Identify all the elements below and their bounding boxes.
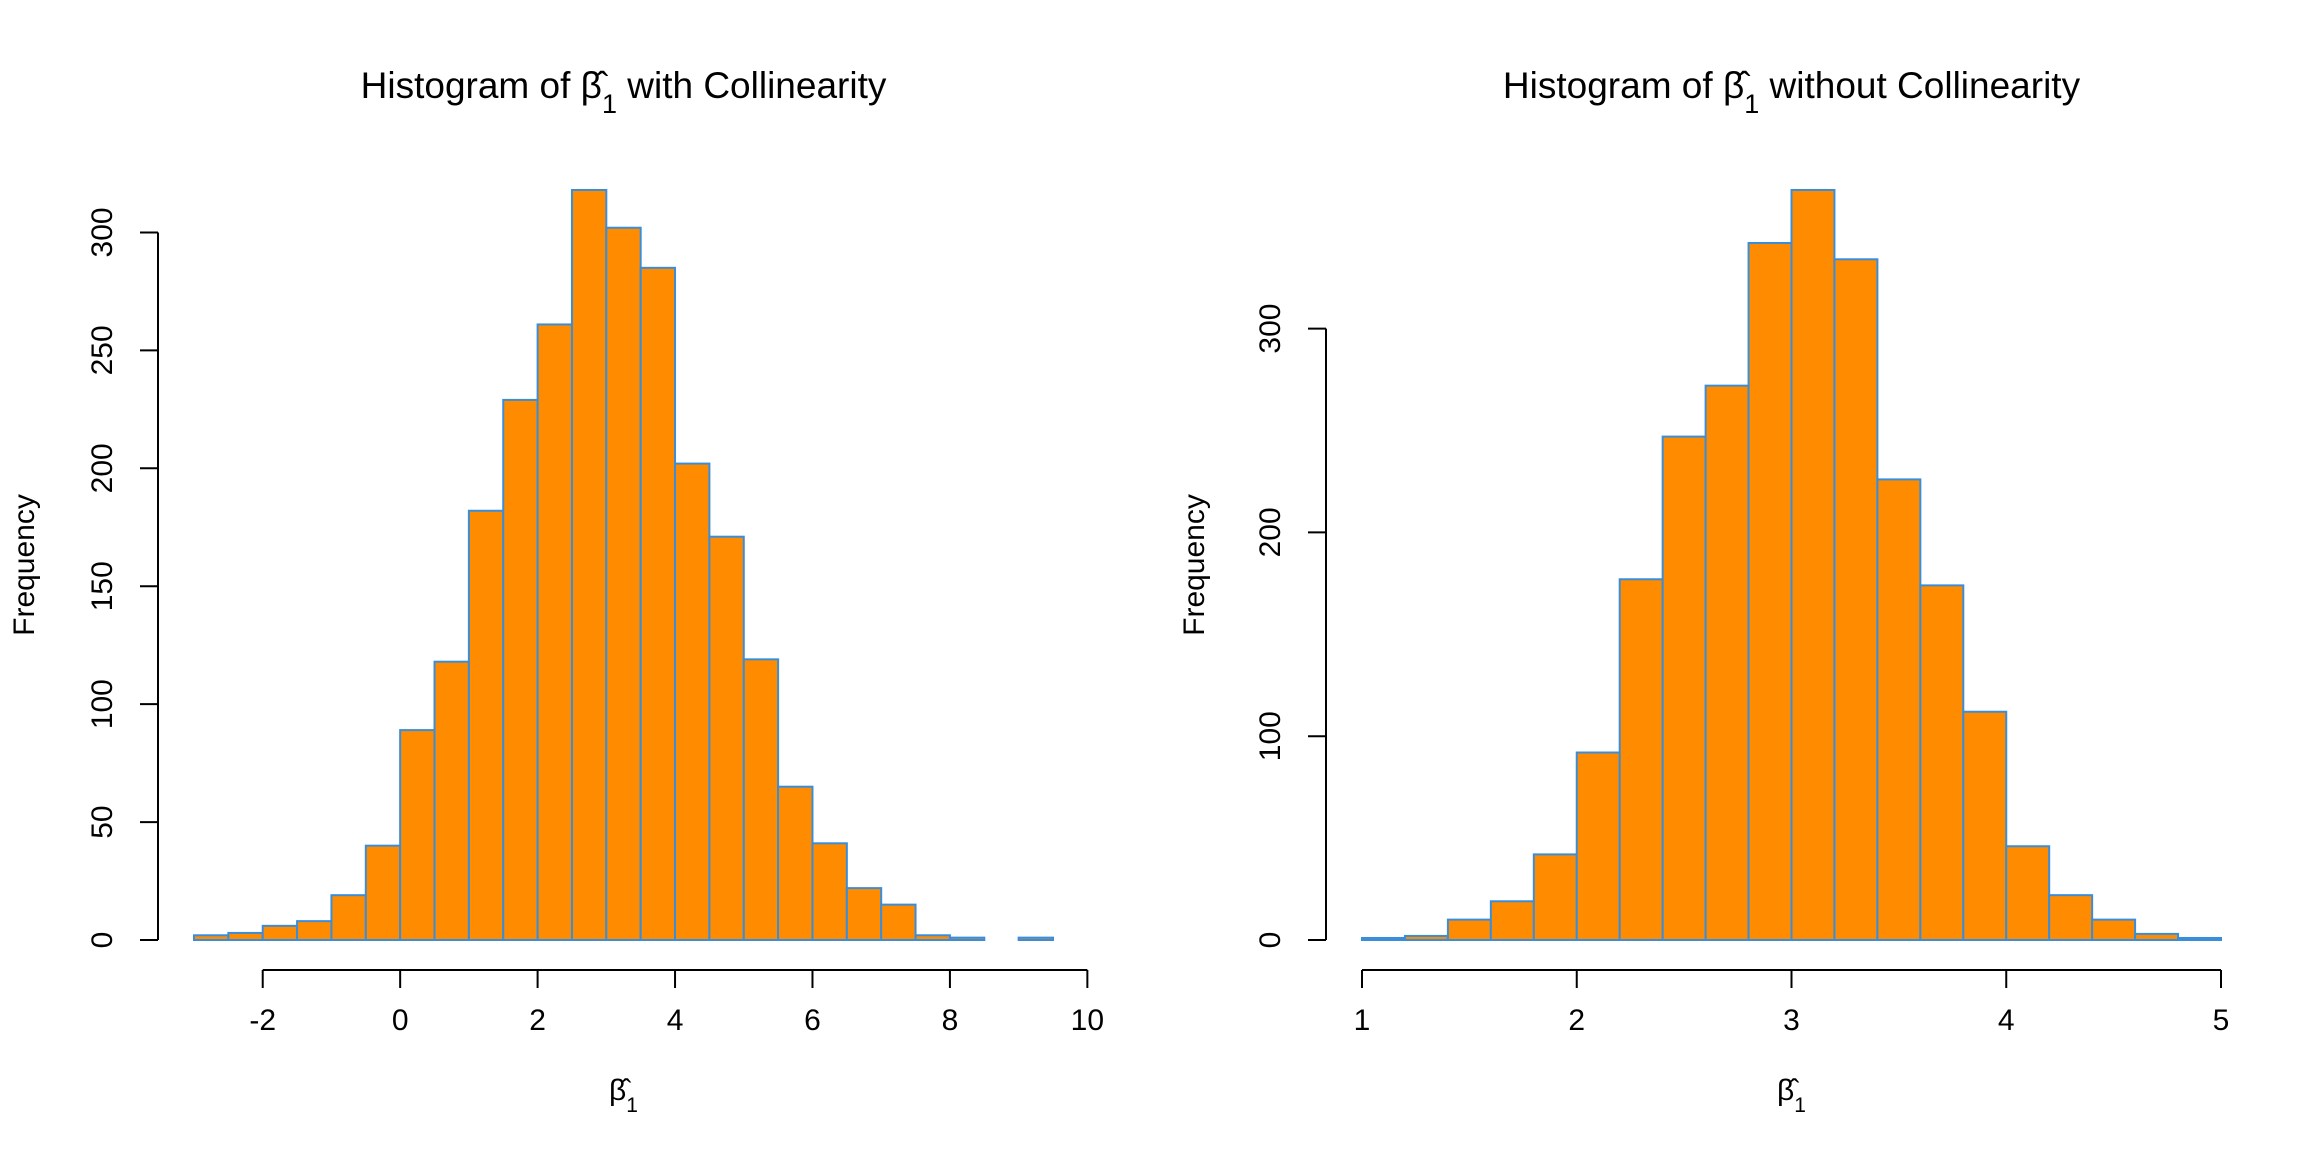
y-axis-title: Frequency [1178, 494, 1211, 636]
histogram-bar [502, 398, 539, 942]
x-axis-title-symbol: β̂ [1777, 1074, 1799, 1107]
histogram-bar [1661, 435, 1707, 941]
histogram-bar [1876, 478, 1922, 941]
histogram-bar [1618, 578, 1664, 941]
chart-title-suffix: with Collinearity [617, 65, 887, 106]
x-tick-label: 4 [1998, 1004, 2015, 1037]
histogram-bar [948, 936, 986, 941]
histogram-bar [570, 189, 608, 941]
histogram-bar [467, 509, 505, 941]
histogram-bar [1833, 258, 1879, 942]
y-tick-label: 250 [86, 325, 119, 375]
histogram-bar [674, 462, 711, 941]
x-tick-label: 6 [804, 1004, 821, 1037]
x-tick-label: 1 [1354, 1004, 1371, 1037]
x-tick-label: 5 [2213, 1004, 2230, 1037]
x-tick-label: 10 [1071, 1004, 1104, 1037]
histogram-bar [1575, 751, 1621, 941]
x-tick-label: 0 [392, 1004, 409, 1037]
x-tick-label: 3 [1783, 1004, 1800, 1037]
x-axis: 1 2 3 4 5 [1354, 969, 2230, 1037]
histogram-bars [1361, 189, 2223, 942]
histogram-bar [708, 535, 745, 941]
histogram-bar [639, 266, 677, 941]
y-tick-label: 100 [86, 679, 119, 729]
histogram-bar [742, 658, 780, 941]
y-axis: 0 100 200 300 [1254, 304, 1327, 949]
chart-title-suffix: without Collinearity [1759, 65, 2080, 106]
histogram-bar [261, 924, 299, 942]
histogram-bar [1704, 384, 1750, 941]
histogram-bar [1962, 710, 2008, 941]
y-tick-label: 150 [86, 561, 119, 611]
histogram-bar [605, 226, 642, 942]
x-axis-title-subscript: 1 [626, 1094, 638, 1117]
histogram-bar [296, 920, 333, 942]
x-axis: -2 0 2 4 6 8 10 [249, 969, 1104, 1037]
histogram-bar [536, 323, 573, 941]
x-tick-label: -2 [249, 1004, 276, 1037]
chart-title-prefix: Histogram of [1503, 65, 1723, 106]
y-tick-label: 300 [86, 207, 119, 257]
histogram-bar [1403, 934, 1449, 941]
histogram-bar [777, 785, 814, 941]
histogram-bar [1017, 936, 1055, 941]
y-axis-title: Frequency [8, 494, 41, 636]
chart-title: Histogram of β̂1 with Collinearity [361, 65, 887, 119]
x-tick-label: 2 [1568, 1004, 1585, 1037]
histogram-bar [1747, 241, 1793, 941]
histogram-bar [433, 660, 470, 941]
histogram-bar [2005, 845, 2051, 941]
histogram-bar [1919, 584, 1965, 941]
histogram-bar [2048, 894, 2094, 941]
histogram-bar [2177, 936, 2223, 942]
x-tick-label: 4 [667, 1004, 684, 1037]
histogram-bar [811, 842, 848, 941]
chart-title: Histogram of β̂1 without Collinearity [1503, 65, 2081, 119]
chart-title-subscript: 1 [1744, 89, 1759, 119]
x-tick-label: 8 [942, 1004, 959, 1037]
chart-title-prefix: Histogram of [361, 65, 581, 106]
histogram-bar [1446, 918, 1492, 942]
histogram-bar [1489, 900, 1535, 941]
y-tick-label: 300 [1254, 304, 1287, 354]
y-tick-label: 0 [1254, 932, 1287, 949]
histogram-bars [193, 189, 1055, 942]
y-tick-label: 200 [1254, 507, 1287, 557]
histogram-bar [1790, 189, 1836, 941]
y-tick-label: 0 [86, 932, 119, 949]
x-tick-label: 2 [529, 1004, 546, 1037]
histogram-bar [845, 887, 883, 942]
x-axis-title-symbol: β̂ [609, 1074, 631, 1107]
histogram-bar [2091, 918, 2137, 942]
y-tick-label: 100 [1254, 711, 1287, 761]
y-tick-label: 50 [86, 805, 119, 838]
histogram-bar [364, 844, 402, 942]
histogram-bar [1361, 936, 1406, 942]
x-axis-title: β̂1 [1777, 1074, 1806, 1117]
chart-title-subscript: 1 [602, 89, 617, 119]
histogram-bar [330, 894, 367, 941]
histogram-bar [193, 934, 230, 942]
x-axis-title-subscript: 1 [1794, 1094, 1806, 1117]
histogram-bar [2134, 932, 2180, 941]
histogram-bar [914, 934, 951, 942]
histogram-bar [880, 903, 917, 941]
x-axis-title: β̂1 [609, 1074, 638, 1117]
y-axis: 0 50 100 150 200 250 300 [86, 207, 159, 949]
y-tick-label: 200 [86, 443, 119, 493]
histogram-bar [399, 729, 436, 942]
histogram-bar [227, 931, 264, 941]
histogram-with-collinearity: Histogram of β̂1 with Collinearity-2 0 2 4 6… [8, 65, 1104, 1117]
histogram-bar [1532, 853, 1578, 941]
